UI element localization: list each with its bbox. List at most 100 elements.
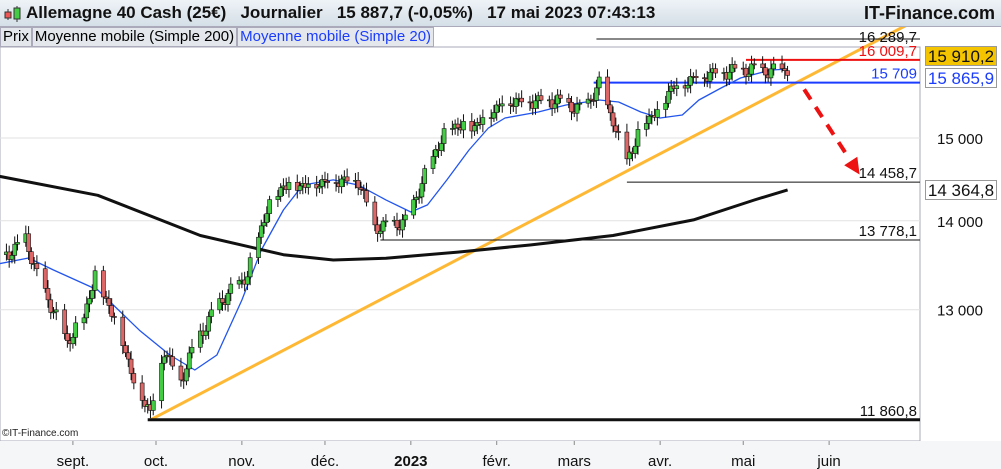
candle — [743, 67, 749, 77]
candle — [588, 98, 594, 101]
candle — [577, 102, 583, 105]
candle — [101, 270, 106, 298]
candle — [73, 322, 78, 338]
candle — [209, 309, 214, 317]
candle — [245, 276, 250, 285]
candle — [264, 213, 270, 223]
candle — [585, 98, 591, 104]
candle — [400, 219, 405, 231]
copyright: ©IT-Finance.com — [2, 428, 79, 439]
candle — [433, 149, 439, 157]
x-tick-label: nov. — [228, 453, 255, 469]
candle — [574, 103, 580, 114]
candle — [439, 143, 444, 151]
candle — [92, 270, 98, 291]
trendline — [149, 22, 911, 422]
candle — [112, 316, 117, 318]
candle — [109, 305, 114, 317]
candle — [128, 358, 134, 374]
x-tick-label: oct. — [144, 453, 168, 469]
candle — [53, 309, 59, 313]
candle — [206, 316, 211, 332]
candle — [247, 257, 253, 278]
candle — [422, 168, 427, 184]
candle — [416, 196, 422, 199]
candle — [450, 128, 455, 130]
candle — [236, 280, 242, 285]
candle — [655, 109, 660, 118]
candle — [339, 178, 344, 188]
x-tick-label: 2023 — [394, 453, 427, 469]
candle — [178, 365, 184, 381]
candle — [674, 85, 680, 89]
candle — [569, 101, 574, 113]
candle — [275, 196, 281, 200]
candle — [162, 356, 167, 364]
candle — [624, 131, 630, 160]
legend-ma200[interactable]: Moyenne mobile (Simple 200) — [31, 27, 238, 47]
candle — [383, 220, 389, 223]
x-axis-area — [0, 441, 1001, 469]
candle — [167, 354, 173, 357]
candle — [632, 145, 638, 154]
candle — [627, 151, 632, 160]
ma200-value-box: 14 364,8 — [925, 179, 997, 200]
candle — [491, 112, 497, 119]
level-label: 11 860,8 — [860, 403, 917, 420]
candle — [225, 293, 231, 305]
candle — [123, 345, 128, 354]
candle — [29, 251, 34, 265]
candle — [480, 117, 486, 125]
y-tick-label: 15 000 — [937, 131, 983, 148]
x-tick-label: févr. — [483, 453, 511, 469]
candle — [771, 63, 777, 70]
brand-name: IT-Finance.com — [863, 3, 995, 23]
legend-price[interactable]: Prix — [0, 27, 32, 47]
candle — [380, 220, 386, 232]
candle — [752, 63, 757, 66]
x-tick-label: mars — [558, 453, 591, 469]
candle — [596, 76, 602, 89]
level-label: 14 458,7 — [859, 165, 917, 182]
candle — [732, 64, 738, 69]
candle — [65, 333, 70, 341]
candle — [472, 125, 477, 132]
candle — [9, 255, 15, 260]
candle — [51, 311, 56, 314]
candle — [198, 330, 203, 348]
chart-title: Allemagne 40 Cash (25€) Journalier 15 88… — [26, 3, 656, 22]
candle — [333, 182, 339, 184]
candle — [317, 186, 322, 189]
candle — [555, 94, 560, 105]
ma20-line — [0, 68, 788, 371]
candle — [693, 76, 699, 79]
candle — [87, 298, 92, 305]
candle — [325, 180, 331, 183]
candlestick-logo-icon — [4, 6, 21, 22]
level-label: 16 289,7 — [859, 29, 917, 46]
candle — [785, 70, 790, 76]
candle — [48, 299, 54, 313]
candle — [591, 100, 596, 102]
candle — [228, 283, 234, 294]
candle — [430, 156, 436, 169]
candle — [361, 189, 367, 191]
candle — [15, 242, 20, 245]
candle — [120, 316, 126, 347]
candle — [402, 214, 408, 221]
candle — [131, 373, 137, 384]
candle — [635, 129, 641, 147]
candle — [139, 382, 145, 401]
candle — [533, 100, 538, 109]
candle — [666, 91, 671, 104]
plot-area — [0, 46, 921, 442]
legend: Prix Moyenne mobile (Simple 200) Moyenne… — [0, 27, 435, 47]
legend-ma20[interactable]: Moyenne mobile (Simple 20) — [237, 27, 435, 47]
candle — [278, 187, 283, 197]
y-tick-label: 13 000 — [937, 303, 983, 320]
candle — [566, 98, 572, 103]
x-tick-label: juin — [816, 453, 840, 469]
y-tick-label: 14 000 — [937, 214, 983, 231]
candle — [538, 95, 544, 101]
candle — [26, 233, 31, 252]
